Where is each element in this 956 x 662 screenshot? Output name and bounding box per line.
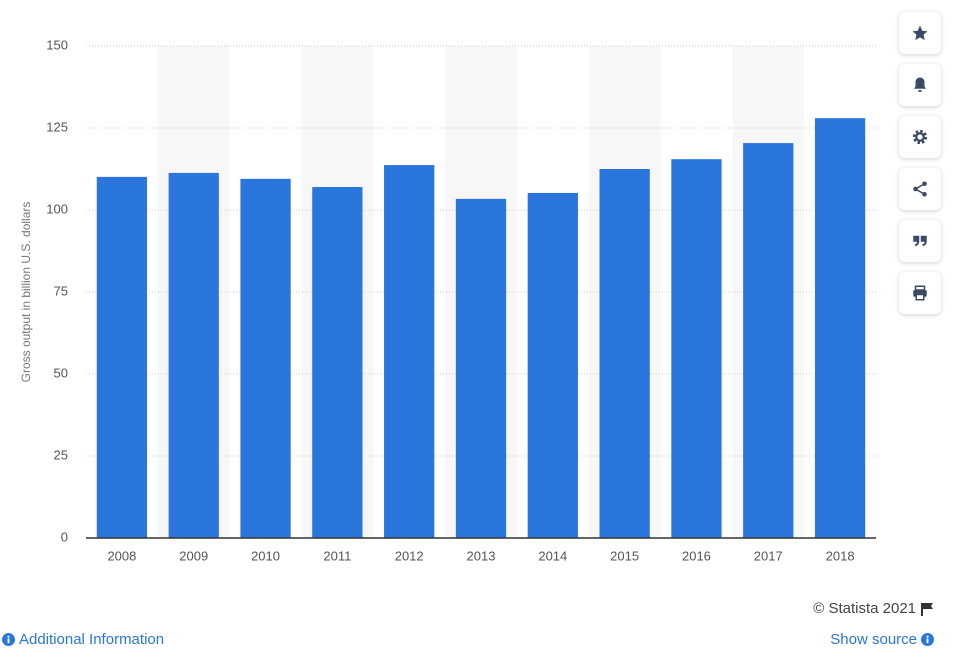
cite-button[interactable] [899,220,941,262]
bar [96,176,148,538]
bar [312,187,363,539]
bar [168,172,219,538]
favorite-button[interactable] [899,12,941,54]
bar [671,159,722,538]
print-icon [913,285,927,301]
gear-icon [912,129,928,145]
share-icon [913,181,927,197]
x-tick-label: 2016 [682,548,711,563]
x-tick-label: 2014 [538,548,567,563]
settings-button[interactable] [899,116,941,158]
x-tick-label: 2015 [610,548,639,563]
info-icon [921,633,934,646]
x-tick-label: 2010 [251,548,280,563]
bar [240,178,291,538]
print-button[interactable] [899,272,941,314]
bar [384,165,435,538]
copyright-text: © Statista 2021 [813,600,916,617]
alert-button[interactable] [899,64,941,106]
y-tick-label: 25 [54,447,68,462]
share-button[interactable] [899,168,941,210]
quote-icon [913,235,927,247]
x-tick-label: 2012 [395,548,424,563]
bar [814,118,866,538]
y-tick-label: 100 [46,201,68,216]
chart: Gross output in billion U.S. dollars 0 25… [19,37,876,563]
bar [527,192,578,538]
x-tick-label: 2008 [107,548,136,563]
flag-icon [921,602,933,616]
y-tick-label: 125 [46,119,68,134]
bar [743,143,794,538]
additional-info-text: Additional Information [19,631,165,648]
additional-info-link[interactable]: Additional Information [2,631,164,648]
y-axis-label: Gross output in billion U.S. dollars [19,202,33,383]
x-tick-label: 2011 [323,548,351,563]
x-tick-label: 2009 [179,548,208,563]
bell-icon [914,77,926,93]
y-tick-label: 50 [54,365,68,380]
y-tick-label: 0 [61,529,68,544]
show-source-link[interactable]: Show source [830,631,934,648]
star-icon [912,25,928,41]
y-tick-label: 75 [54,283,68,298]
y-tick-label: 150 [46,37,68,52]
x-tick-label: 2018 [826,548,855,563]
x-tick-label: 2017 [754,548,783,563]
bar [599,169,650,538]
show-source-text: Show source [830,631,917,648]
copyright[interactable]: © Statista 2021 [813,600,934,617]
x-tick-label: 2013 [467,548,496,563]
bar [455,198,507,538]
info-icon [2,633,15,646]
